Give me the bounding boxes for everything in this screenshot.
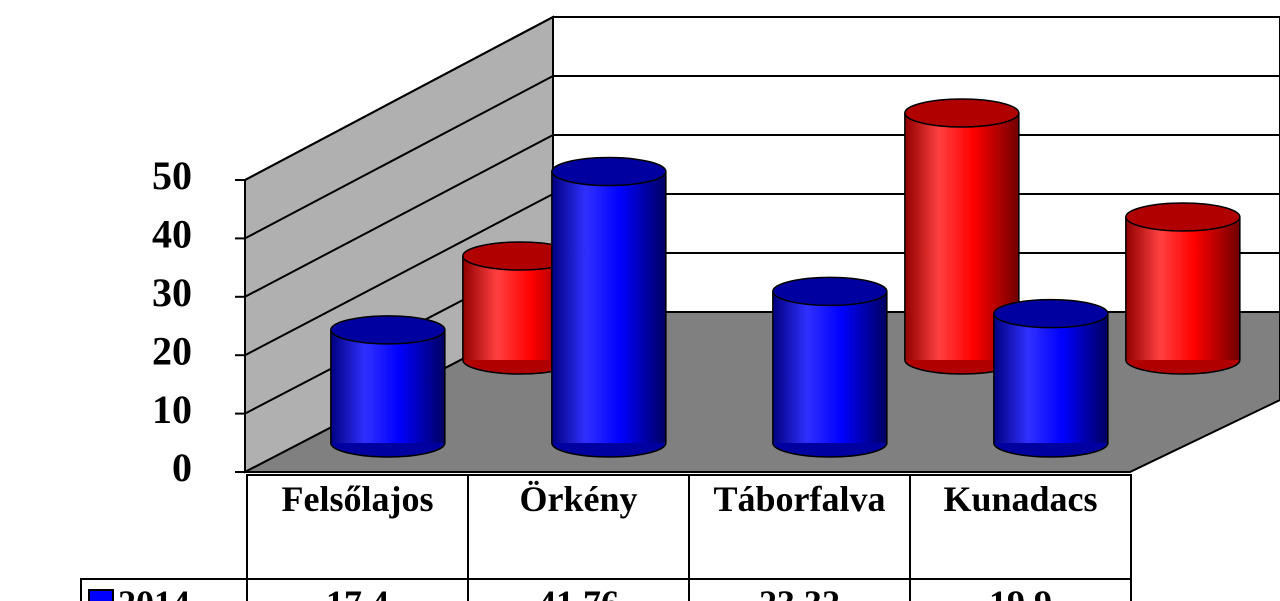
cylinder (551, 156, 667, 458)
cylinder-top (330, 315, 446, 345)
cylinder-top (551, 156, 667, 187)
grid-line (244, 134, 1280, 298)
value-label: 23.32 (688, 578, 911, 601)
cylinder (1125, 202, 1241, 375)
grid-line (244, 16, 1280, 181)
cylinder-top (904, 98, 1020, 128)
corner-cell (81, 475, 248, 580)
cylinder-edge (1125, 217, 1241, 360)
value-label: 19.9 (909, 578, 1132, 601)
cylinder-top (772, 276, 888, 307)
series-row: 2014 17.441.7623.3219.9 (80, 578, 1132, 601)
cylinder (993, 298, 1109, 458)
y-tick-label: 20 (152, 328, 192, 373)
cylinder-edge (551, 171, 667, 443)
y-tick-label: 50 (152, 153, 192, 198)
grid-line (244, 75, 1280, 240)
bar (1125, 217, 1240, 360)
bar (330, 329, 445, 443)
legend-swatch (88, 589, 114, 601)
category-label: Kunadacs (909, 474, 1132, 580)
bar (772, 291, 887, 443)
value-label: 41.76 (467, 578, 690, 601)
y-tick-label: 30 (152, 270, 192, 315)
legend-cell: 2014 (80, 578, 248, 601)
y-tick-label: 10 (152, 387, 192, 432)
category-label: Táborfalva (688, 474, 911, 580)
cylinder (772, 276, 888, 458)
cylinder-top (993, 298, 1109, 329)
bar (551, 171, 666, 443)
y-tick-label: 40 (152, 212, 192, 257)
bar (993, 313, 1108, 443)
cylinder-top (1125, 202, 1241, 232)
cylinder (330, 315, 446, 458)
cylinder-edge (772, 291, 888, 443)
legend-label: 2014 (118, 583, 190, 601)
cylinder-edge (993, 313, 1109, 443)
value-label: 17.4 (246, 578, 469, 601)
cylinder-edge (330, 329, 446, 443)
category-label: Felsőlajos (246, 474, 469, 580)
category-label: Örkény (467, 474, 690, 580)
header-row: Felsőlajos Örkény Táborfalva Kunadacs (81, 474, 1132, 580)
